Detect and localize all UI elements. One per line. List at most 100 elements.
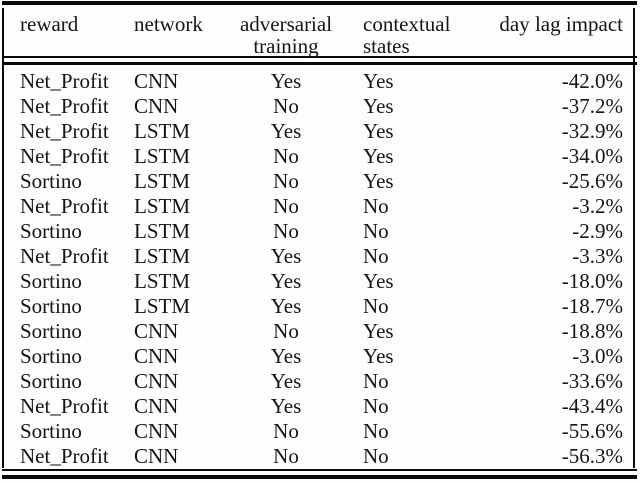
table-row: Net_Profit CNN Yes Yes -42.0% xyxy=(3,69,631,94)
cell-day-lag-impact: -2.9% xyxy=(572,219,623,243)
column-header-label: day lag impact xyxy=(499,12,623,36)
cell-network: LSTM xyxy=(134,144,191,168)
table-row: Sortino LSTM Yes No -18.7% xyxy=(3,294,631,319)
table-row: Sortino LSTM No Yes -25.6% xyxy=(3,169,631,194)
cell-network: LSTM xyxy=(134,294,191,318)
cell-day-lag-impact: -34.0% xyxy=(561,144,623,168)
cell-network: LSTM xyxy=(134,219,191,243)
cell-adversarial-training: No xyxy=(273,319,299,343)
cell-day-lag-impact: -3.2% xyxy=(572,194,623,218)
cell-network: LSTM xyxy=(134,169,191,193)
cell-network: CNN xyxy=(134,94,179,118)
cell-reward: Net_Profit xyxy=(20,244,109,268)
cell-contextual-states: Yes xyxy=(363,119,394,143)
cell-contextual-states: Yes xyxy=(363,94,394,118)
cell-reward: Sortino xyxy=(20,294,82,318)
table-row: Sortino LSTM Yes Yes -18.0% xyxy=(3,269,631,294)
table-right-rule xyxy=(633,8,635,468)
cell-contextual-states: Yes xyxy=(363,169,394,193)
cell-network: CNN xyxy=(134,369,179,393)
cell-reward: Sortino xyxy=(20,419,82,443)
cell-reward: Sortino xyxy=(20,219,82,243)
cell-reward: Net_Profit xyxy=(20,119,109,143)
table-bottom-double-rule xyxy=(2,469,637,479)
table-row: Sortino CNN Yes Yes -3.0% xyxy=(3,344,631,369)
cell-network: CNN xyxy=(134,344,179,368)
cell-day-lag-impact: -25.6% xyxy=(561,169,623,193)
cell-day-lag-impact: -32.9% xyxy=(561,119,623,143)
table-row: Net_Profit LSTM Yes No -3.3% xyxy=(3,244,631,269)
cell-contextual-states: No xyxy=(363,244,389,268)
cell-reward: Net_Profit xyxy=(20,94,109,118)
column-header-label: contextual xyxy=(363,12,451,36)
cell-adversarial-training: No xyxy=(273,169,299,193)
cell-network: LSTM xyxy=(134,194,191,218)
table-row: Sortino LSTM No No -2.9% xyxy=(3,219,631,244)
cell-contextual-states: Yes xyxy=(363,269,394,293)
table-top-rule xyxy=(2,1,637,5)
cell-adversarial-training: Yes xyxy=(270,394,302,418)
cell-adversarial-training: Yes xyxy=(270,344,302,368)
cell-reward: Net_Profit xyxy=(20,394,109,418)
cell-adversarial-training: Yes xyxy=(270,119,302,143)
column-header-label: reward xyxy=(20,12,79,36)
cell-network: LSTM xyxy=(134,269,191,293)
cell-network: LSTM xyxy=(134,244,191,268)
column-header-label-line2: states xyxy=(363,34,410,58)
cell-day-lag-impact: -18.0% xyxy=(561,269,623,293)
cell-contextual-states: No xyxy=(363,219,389,243)
cell-contextual-states: Yes xyxy=(363,69,394,93)
cell-contextual-states: No xyxy=(363,444,389,468)
cell-day-lag-impact: -37.2% xyxy=(561,94,623,118)
cell-contextual-states: No xyxy=(363,419,389,443)
results-table: reward network adversarial training cont… xyxy=(3,10,631,469)
table-row: Net_Profit LSTM No Yes -34.0% xyxy=(3,144,631,169)
table-row: Net_Profit LSTM Yes Yes -32.9% xyxy=(3,119,631,144)
cell-adversarial-training: No xyxy=(273,94,299,118)
cell-contextual-states: Yes xyxy=(363,319,394,343)
cell-network: CNN xyxy=(134,319,179,343)
column-header-network: network xyxy=(125,10,230,69)
table-row: Net_Profit CNN Yes No -43.4% xyxy=(3,394,631,419)
table-row: Net_Profit CNN No Yes -37.2% xyxy=(3,94,631,119)
table-row: Sortino CNN Yes No -33.6% xyxy=(3,369,631,394)
cell-adversarial-training: Yes xyxy=(270,294,302,318)
cell-network: LSTM xyxy=(134,119,191,143)
cell-contextual-states: No xyxy=(363,369,389,393)
table-left-rule xyxy=(2,8,4,468)
column-header-label: network xyxy=(134,12,203,36)
table-row: Sortino CNN No No -55.6% xyxy=(3,419,631,444)
cell-network: CNN xyxy=(134,394,179,418)
cell-reward: Sortino xyxy=(20,344,82,368)
cell-adversarial-training: No xyxy=(273,194,299,218)
cell-adversarial-training: Yes xyxy=(270,369,302,393)
cell-network: CNN xyxy=(134,444,179,468)
column-header-contextual-states: contextual states xyxy=(342,10,473,69)
cell-adversarial-training: Yes xyxy=(270,69,302,93)
cell-adversarial-training: No xyxy=(273,219,299,243)
column-header-label: adversarial xyxy=(239,12,333,36)
table-row: Net_Profit LSTM No No -3.2% xyxy=(3,194,631,219)
cell-day-lag-impact: -33.6% xyxy=(561,369,623,393)
cell-adversarial-training: Yes xyxy=(270,244,302,268)
table-row: Sortino CNN No Yes -18.8% xyxy=(3,319,631,344)
cell-reward: Net_Profit xyxy=(20,69,109,93)
cell-day-lag-impact: -56.3% xyxy=(561,444,623,468)
column-header-reward: reward xyxy=(3,10,125,69)
cell-day-lag-impact: -3.3% xyxy=(572,244,623,268)
cell-day-lag-impact: -3.0% xyxy=(572,344,623,368)
cell-adversarial-training: No xyxy=(273,419,299,443)
header-row: reward network adversarial training cont… xyxy=(3,10,631,69)
cell-contextual-states: No xyxy=(363,394,389,418)
cell-reward: Net_Profit xyxy=(20,144,109,168)
cell-reward: Sortino xyxy=(20,369,82,393)
cell-adversarial-training: No xyxy=(273,444,299,468)
cell-network: CNN xyxy=(134,419,179,443)
cell-day-lag-impact: -18.7% xyxy=(561,294,623,318)
cell-day-lag-impact: -43.4% xyxy=(561,394,623,418)
column-header-adversarial-training: adversarial training xyxy=(230,10,342,69)
cell-day-lag-impact: -55.6% xyxy=(561,419,623,443)
cell-reward: Net_Profit xyxy=(20,194,109,218)
header-separator-double-rule xyxy=(2,56,637,65)
cell-contextual-states: Yes xyxy=(363,344,394,368)
